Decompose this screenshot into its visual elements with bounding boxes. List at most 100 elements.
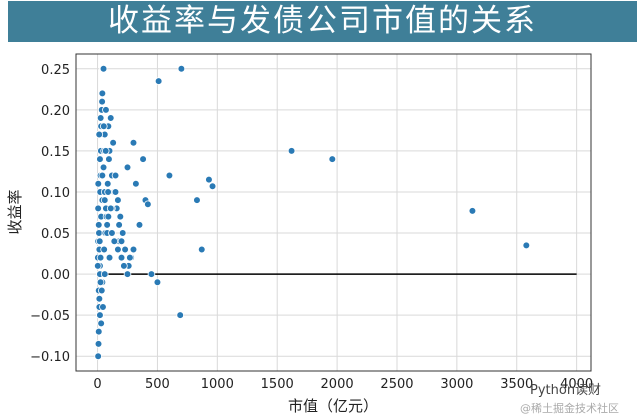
data-point bbox=[96, 278, 105, 287]
data-point bbox=[468, 207, 477, 215]
x-axis-label: 市值（亿元） bbox=[288, 397, 378, 415]
data-point bbox=[97, 319, 105, 328]
data-point bbox=[208, 182, 217, 191]
data-point bbox=[94, 340, 103, 348]
tick-labels: 0 500 1000 1500 2000 2500 3000 3500 4000 −0.10 −0.… bbox=[30, 63, 593, 392]
data-point bbox=[110, 237, 119, 246]
data-point bbox=[147, 270, 156, 278]
watermark-juejin: @稀土掘金技术社区 bbox=[520, 402, 619, 415]
data-point bbox=[123, 270, 132, 278]
data-point bbox=[95, 237, 104, 246]
y-tick-label: 0.25 bbox=[41, 63, 70, 78]
data-point bbox=[135, 221, 144, 229]
plot-area bbox=[76, 54, 591, 371]
data-point bbox=[117, 237, 126, 246]
y-axis-label: 收益率 bbox=[6, 189, 24, 234]
data-point bbox=[100, 196, 109, 204]
data-point bbox=[95, 229, 103, 237]
data-point bbox=[109, 138, 117, 147]
data-point bbox=[99, 303, 107, 311]
x-tick-label: 2000 bbox=[321, 377, 354, 392]
data-point bbox=[205, 175, 213, 184]
data-point bbox=[104, 212, 113, 221]
data-point bbox=[129, 138, 138, 147]
x-tick-label: 2500 bbox=[380, 377, 413, 392]
x-tick-label: 1500 bbox=[261, 377, 294, 392]
x-tick-label: 3500 bbox=[500, 377, 533, 392]
data-point bbox=[98, 171, 107, 180]
data-point bbox=[101, 147, 110, 155]
data-point bbox=[99, 163, 108, 172]
y-tick-label: 0.05 bbox=[41, 227, 70, 242]
data-point bbox=[176, 311, 184, 319]
y-tick-label: 0.10 bbox=[41, 186, 70, 201]
data-point bbox=[121, 245, 129, 254]
data-point bbox=[287, 147, 296, 155]
data-point bbox=[132, 179, 140, 188]
data-point bbox=[96, 311, 104, 319]
data-point bbox=[102, 106, 110, 114]
data-point bbox=[129, 245, 138, 254]
data-point bbox=[99, 122, 108, 131]
data-point bbox=[96, 114, 105, 122]
data-point bbox=[106, 204, 115, 213]
data-point bbox=[154, 77, 163, 85]
data-point bbox=[115, 221, 123, 229]
data-point bbox=[111, 188, 120, 196]
data-point bbox=[94, 204, 102, 213]
data-point bbox=[94, 327, 103, 336]
y-tick-label: −0.10 bbox=[30, 350, 70, 365]
chart-title: 收益率与发债公司市值的关系 bbox=[108, 3, 537, 39]
data-point bbox=[120, 262, 128, 270]
x-tick-label: 1000 bbox=[201, 377, 234, 392]
data-point bbox=[94, 221, 103, 229]
x-tick-label: 0 bbox=[93, 377, 101, 392]
data-point bbox=[328, 155, 337, 163]
data-point bbox=[114, 245, 122, 254]
data-point bbox=[93, 262, 102, 270]
data-point bbox=[116, 212, 125, 221]
data-point bbox=[105, 155, 113, 163]
data-point bbox=[99, 64, 108, 73]
y-tick-label: 0.20 bbox=[41, 104, 70, 119]
data-point bbox=[153, 278, 162, 287]
x-tick-label: 3000 bbox=[440, 377, 473, 392]
data-point bbox=[95, 130, 104, 139]
title-bar: 收益率与发债公司市值的关系 bbox=[8, 1, 637, 42]
x-tick-label: 500 bbox=[145, 377, 170, 392]
data-point bbox=[139, 155, 147, 163]
data-point bbox=[96, 253, 105, 262]
data-point bbox=[104, 188, 112, 196]
data-point bbox=[123, 163, 132, 172]
data-point bbox=[522, 241, 531, 250]
data-point bbox=[95, 294, 104, 303]
data-point bbox=[105, 253, 114, 262]
axes bbox=[75, 53, 592, 372]
data-point bbox=[103, 221, 111, 229]
data-point bbox=[177, 64, 186, 73]
data-point bbox=[94, 179, 103, 188]
data-point bbox=[114, 196, 122, 204]
data-point bbox=[117, 253, 126, 262]
data-points bbox=[93, 64, 531, 361]
y-tick-label: 0.00 bbox=[41, 268, 70, 283]
data-point bbox=[108, 229, 116, 237]
plot-frame bbox=[75, 53, 592, 372]
data-point bbox=[100, 270, 109, 278]
x-tick-label: 4000 bbox=[560, 377, 593, 392]
data-point bbox=[100, 245, 108, 254]
data-point bbox=[96, 155, 104, 163]
data-point bbox=[94, 352, 102, 361]
y-tick-label: −0.05 bbox=[30, 309, 70, 324]
data-point bbox=[193, 196, 201, 204]
data-point bbox=[98, 97, 106, 106]
data-point bbox=[126, 253, 134, 262]
data-point bbox=[165, 171, 174, 180]
y-tick-label: 0.15 bbox=[41, 145, 70, 160]
data-point bbox=[106, 114, 115, 122]
watermark-wechat: Python读财 bbox=[530, 383, 602, 398]
data-point bbox=[118, 229, 127, 237]
data-point bbox=[97, 286, 106, 295]
data-point bbox=[103, 179, 112, 188]
